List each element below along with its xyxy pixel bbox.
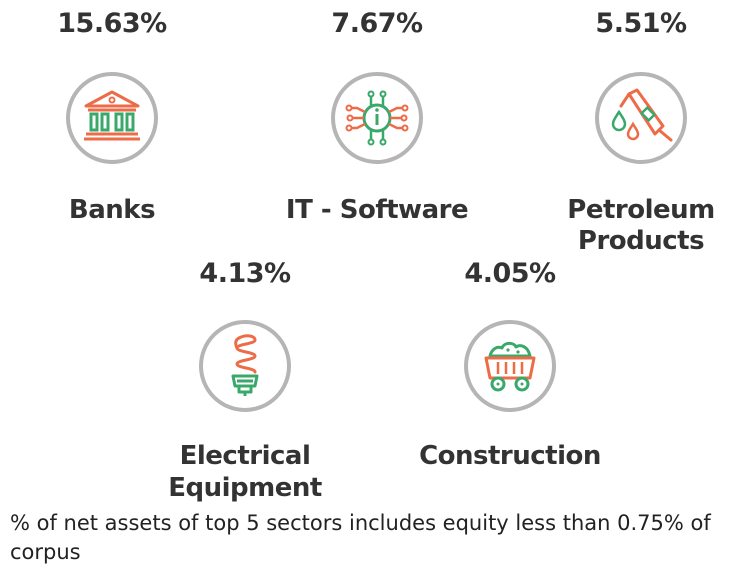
- sector-name: Construction: [419, 441, 601, 471]
- sector-name: Banks: [68, 195, 156, 225]
- sector-name-line-1: Petroleum: [567, 195, 715, 225]
- footnote: % of net assets of top 5 sectors include…: [10, 511, 711, 564]
- sector-name: IT - Software: [285, 195, 469, 225]
- sector-name-line-1: Electrical: [179, 441, 311, 471]
- sector-percent: 7.67%: [331, 8, 423, 39]
- bulb-icon: [195, 316, 295, 416]
- bank-icon: [62, 68, 162, 168]
- fuel-nozzle-icon: [591, 68, 691, 168]
- sector-construction: 4.05% Construction: [410, 258, 610, 488]
- sector-electrical-equipment: 4.13% Electrical Equipment: [145, 258, 345, 508]
- chip-icon: [327, 68, 427, 168]
- cart-icon: [460, 316, 560, 416]
- sector-percent: 4.13%: [199, 258, 291, 289]
- sector-percent: 15.63%: [57, 8, 167, 39]
- sector-banks: 15.63% Banks: [12, 8, 212, 248]
- sector-name-line-2: Products: [577, 226, 705, 256]
- sector-name-line-2: Equipment: [168, 473, 322, 503]
- sector-percent: 5.51%: [595, 8, 687, 39]
- sector-it-software: 7.67%: [277, 8, 477, 248]
- sector-petroleum-products: 5.51% Petroleum Products: [541, 8, 737, 258]
- sector-percent: 4.05%: [464, 258, 556, 289]
